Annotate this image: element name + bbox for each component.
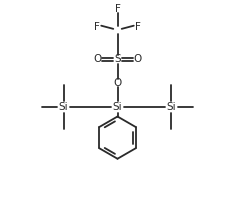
Text: S: S — [114, 55, 121, 64]
Text: F: F — [94, 22, 100, 32]
Text: Si: Si — [167, 102, 176, 112]
Text: O: O — [93, 55, 102, 64]
Text: F: F — [115, 4, 120, 14]
Text: O: O — [113, 78, 122, 88]
Text: F: F — [135, 22, 141, 32]
Text: Si: Si — [59, 102, 68, 112]
Text: O: O — [133, 55, 142, 64]
Text: Si: Si — [113, 102, 122, 112]
